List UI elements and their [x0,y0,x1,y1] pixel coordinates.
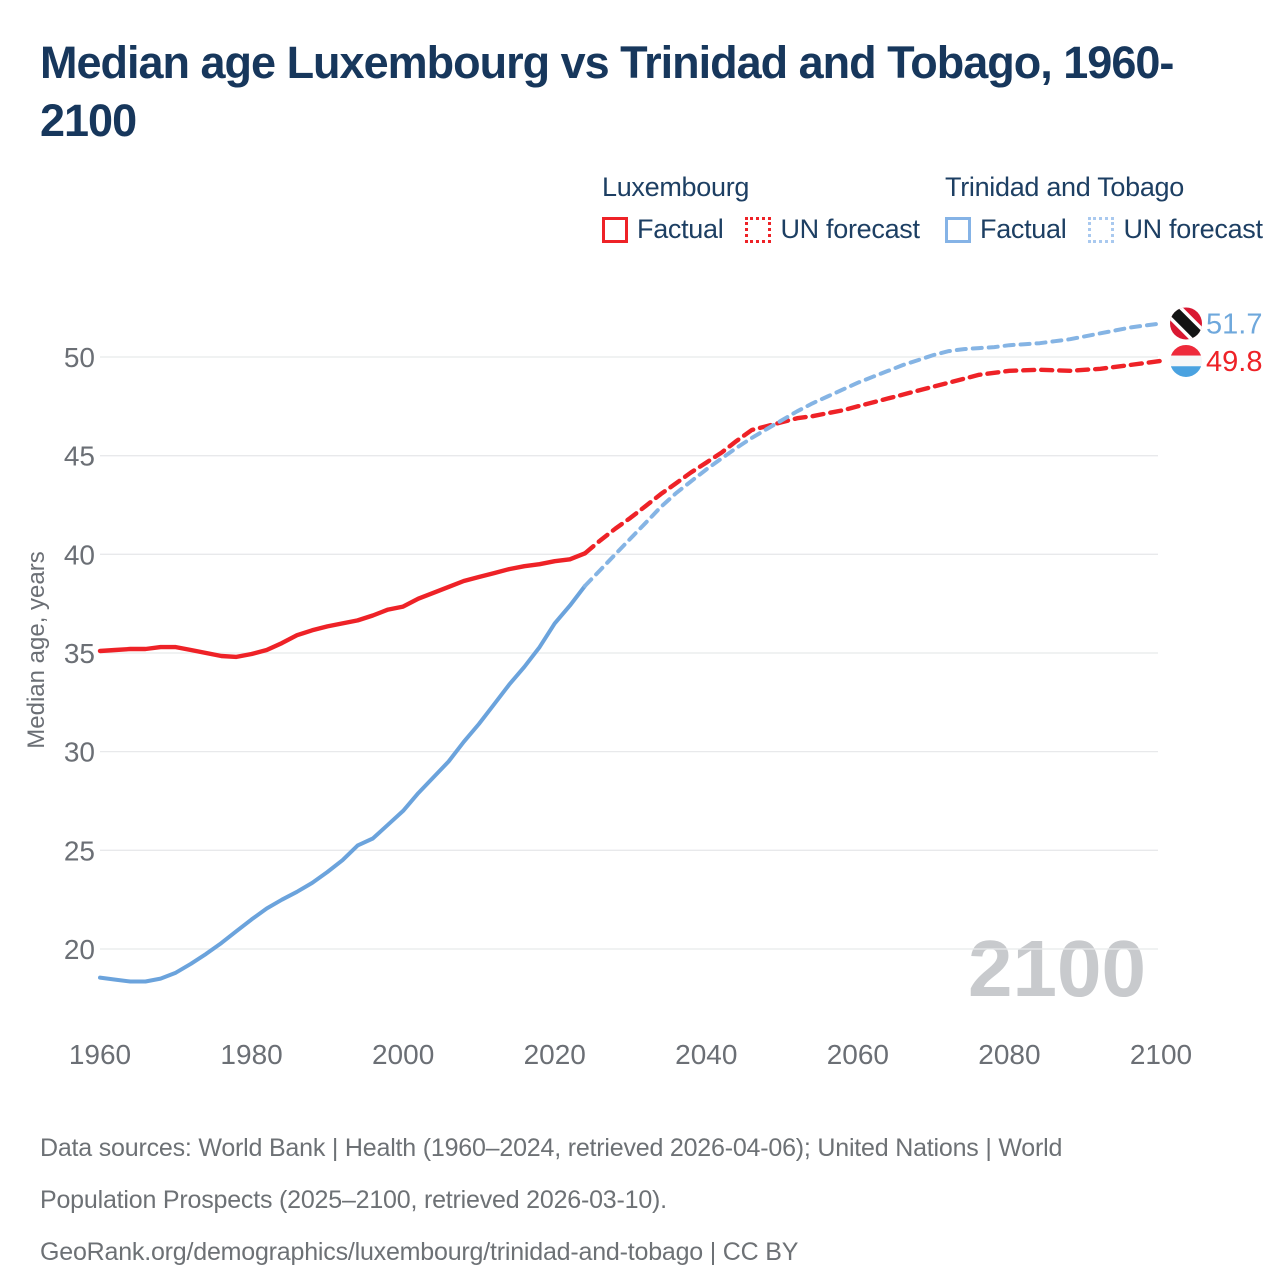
y-tick-label: 25 [64,835,95,866]
series-line-trinidad-and-tobago-factual [98,583,587,984]
legend-item-label: UN forecast [1123,214,1263,244]
end-value-label-trinidad-and-tobago: 51.7 [1206,308,1262,340]
legend-row: Factual UN forecast [602,214,920,245]
legend-item-label: UN forecast [780,214,920,244]
x-tick-label: 2000 [372,1039,434,1070]
series-line-luxembourg-forecast [582,358,1164,556]
legend-item-luxembourg-forecast: UN forecast [745,214,920,245]
legend-item-trinidad-factual: Factual [945,214,1067,245]
y-tick-label: 45 [64,441,95,472]
legend-group-title: Luxembourg [602,172,750,202]
y-tick-label: 30 [64,737,95,768]
series-line-trinidad-and-tobago-forecast [583,321,1163,588]
legend-row: Factual UN forecast [945,214,1263,245]
x-tick-label: 2020 [524,1039,586,1070]
legend-group-trinidad-and-tobago: Trinidad and Tobago Factual UN forecast [945,173,1263,245]
x-tick-label: 2080 [978,1039,1040,1070]
footer: Data sources: World Bank | Health (1960–… [40,1122,1250,1278]
footer-attribution-line: GeoRank.org/demographics/luxembourg/trin… [40,1238,799,1266]
y-tick-label: 50 [64,342,95,373]
legend-item-trinidad-forecast: UN forecast [1088,214,1263,245]
legend-item-label: Factual [637,214,724,244]
y-tick-label: 35 [64,638,95,669]
page-title-line: Median age Luxembourg vs Trinidad and To… [40,37,1174,88]
x-tick-label: 1960 [69,1039,131,1070]
legend-item-label: Factual [980,214,1067,244]
y-tick-label: 40 [64,539,95,570]
luxembourg-flag-icon [1170,344,1202,377]
y-tick-label: 20 [64,934,95,965]
footer-source-line: Population Prospects (2025–2100, retriev… [40,1186,667,1214]
trinidad-and-tobago-flag-icon [1170,307,1202,340]
footer-source-line: Data sources: World Bank | Health (1960–… [40,1134,1063,1162]
watermark-year: 2100 [968,924,1146,1013]
x-tick-label: 2040 [675,1039,737,1070]
x-tick-label: 2060 [827,1039,889,1070]
factual-swatch-icon [602,216,628,243]
x-tick-label: 1980 [220,1039,282,1070]
page-title: Median age Luxembourg vs Trinidad and To… [40,34,1250,150]
end-value-label-luxembourg: 49.8 [1206,346,1262,378]
legend-group-luxembourg: Luxembourg Factual UN forecast [602,173,920,245]
page-title-line: 2100 [40,95,137,146]
factual-swatch-icon [945,216,971,243]
x-tick-label: 2100 [1130,1039,1192,1070]
legend-group-title: Trinidad and Tobago [945,172,1184,202]
forecast-swatch-icon [1088,216,1115,243]
forecast-swatch-icon [745,216,772,243]
series-line-luxembourg-factual [97,551,588,660]
legend-item-luxembourg-factual: Factual [602,214,724,245]
y-axis-title: Median age, years [23,551,50,748]
